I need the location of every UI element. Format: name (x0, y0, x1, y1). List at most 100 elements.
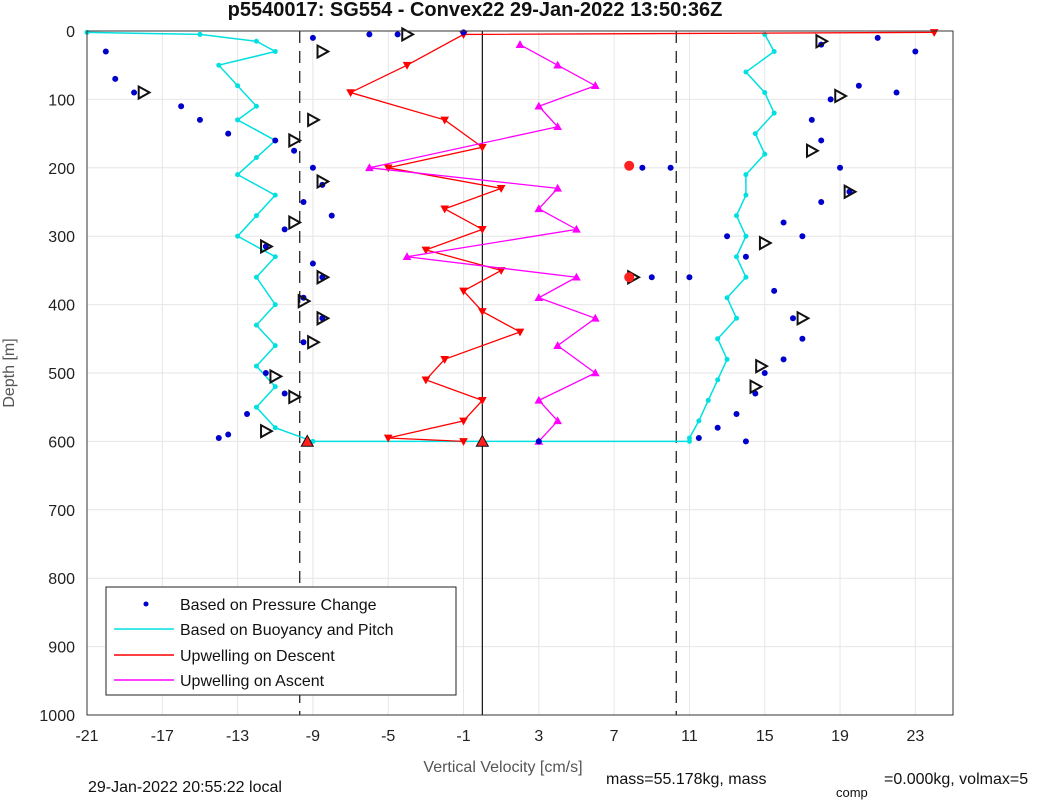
pressure-change-point (742, 438, 749, 445)
y-tick-label: 700 (48, 503, 75, 520)
chart-title: p5540017: SG554 - Convex22 29-Jan-2022 1… (228, 0, 723, 21)
buoyancy-point (235, 172, 241, 178)
y-tick-label: 600 (48, 434, 75, 451)
y-tick-label: 1000 (39, 708, 75, 725)
pressure-change-point (733, 411, 740, 418)
y-tick-label: 500 (48, 366, 75, 383)
y-tick-label: 0 (66, 24, 75, 41)
buoyancy-point (253, 213, 259, 219)
upwelling-ascent-point (402, 252, 412, 261)
buoyancy-point (686, 438, 692, 444)
buoyancy-point (743, 172, 749, 178)
glide-triangle-marker (288, 132, 303, 149)
buoyancy-point (272, 425, 278, 431)
pressure-change-point (893, 89, 900, 96)
upwelling-ascent-point (553, 122, 563, 131)
upwelling-ascent-point (365, 163, 374, 172)
buoyancy-point (272, 384, 278, 390)
upwelling-descent-point (440, 205, 450, 214)
upwelling-descent-point (515, 328, 525, 337)
buoyancy-point (253, 38, 259, 44)
pressure-change-point (799, 335, 806, 342)
x-tick-label: 15 (756, 728, 774, 745)
buoyancy-point (724, 356, 730, 362)
upwelling-descent-point (346, 89, 355, 98)
x-tick-label: -13 (226, 728, 249, 745)
pressure-change-point (667, 164, 674, 171)
pressure-change-point (639, 164, 646, 171)
pressure-change-point (714, 424, 721, 431)
glide-triangle-marker (316, 43, 331, 60)
pressure-change-point (309, 34, 316, 41)
upwelling-ascent-line (369, 44, 597, 442)
buoyancy-point (272, 49, 278, 55)
x-tick-label: -1 (456, 728, 470, 745)
pressure-change-point (648, 274, 655, 281)
pressure-change-point (837, 164, 844, 171)
glide-triangle-marker (806, 143, 820, 159)
x-tick-label: 23 (906, 728, 924, 745)
upwelling-ascent-point (590, 368, 600, 377)
upwelling-ascent-point (553, 183, 563, 192)
buoyancy-point (235, 83, 241, 89)
upwelling-ascent-point (534, 204, 544, 213)
upwelling-ascent-point (572, 272, 581, 281)
upwelling-descent-point (496, 185, 506, 193)
buoyancy-point (197, 31, 203, 37)
glide-triangle-marker (316, 173, 331, 190)
upwelling-ascent-point (590, 81, 600, 90)
pressure-change-point (761, 370, 768, 376)
legend-label-descent: Upwelling on Descent (180, 648, 335, 665)
buoyancy-point (253, 274, 259, 280)
buoyancy-point (734, 315, 739, 321)
red-circle-marker (624, 272, 635, 283)
pressure-change-point (281, 226, 288, 233)
buoyancy-point (235, 117, 241, 123)
buoyancy-point (743, 69, 749, 75)
pressure-change-point (460, 29, 467, 36)
x-axis-label: Vertical Velocity [cm/s] (423, 759, 582, 776)
buoyancy-point (253, 103, 259, 109)
pressure-change-point (102, 48, 109, 55)
pressure-change-point (874, 34, 881, 41)
pressure-change-point (178, 103, 185, 110)
red-circle-marker (624, 160, 635, 171)
glide-triangle-marker (749, 378, 764, 395)
pressure-change-point (686, 274, 693, 281)
upwelling-descent-line (348, 31, 935, 443)
buoyancy-point (762, 90, 768, 96)
glide-triangle-marker (307, 334, 321, 350)
x-tick-label: 19 (831, 728, 849, 745)
legend-label-buoyancy: Based on Buoyancy and Pitch (180, 622, 393, 639)
upwelling-descent-point (477, 143, 487, 152)
glide-triangle-marker (137, 84, 152, 101)
legend-swatch-pressure (143, 601, 149, 607)
glide-triangle-marker (796, 310, 811, 326)
upwelling-descent-point (477, 226, 487, 234)
legend-box (105, 586, 457, 696)
upwelling-ascent-point (534, 293, 544, 302)
y-tick-label: 200 (48, 161, 75, 178)
upwelling-descent-point (421, 246, 431, 255)
pressure-change-point (300, 199, 307, 205)
glide-triangle-marker (297, 293, 312, 309)
x-tick-label: -5 (381, 728, 395, 745)
pressure-change-point (818, 137, 825, 144)
buoyancy-point (686, 435, 692, 441)
pressure-change-point (742, 253, 749, 260)
pressure-change-point (196, 116, 203, 123)
buoyancy-point (272, 192, 278, 198)
pressure-change-point (789, 315, 796, 322)
pressure-change-point (855, 82, 862, 89)
upwelling-ascent-point (553, 60, 563, 69)
buoyancy-point (771, 110, 777, 116)
upwelling-descent-point (440, 116, 450, 125)
buoyancy-point (762, 151, 768, 157)
buoyancy-point (771, 49, 777, 55)
buoyancy-point (272, 302, 278, 308)
upwelling-ascent-point (553, 416, 563, 425)
upwelling-descent-point (402, 61, 412, 70)
glide-triangle-marker (260, 423, 274, 439)
upwelling-descent-point (459, 438, 468, 446)
